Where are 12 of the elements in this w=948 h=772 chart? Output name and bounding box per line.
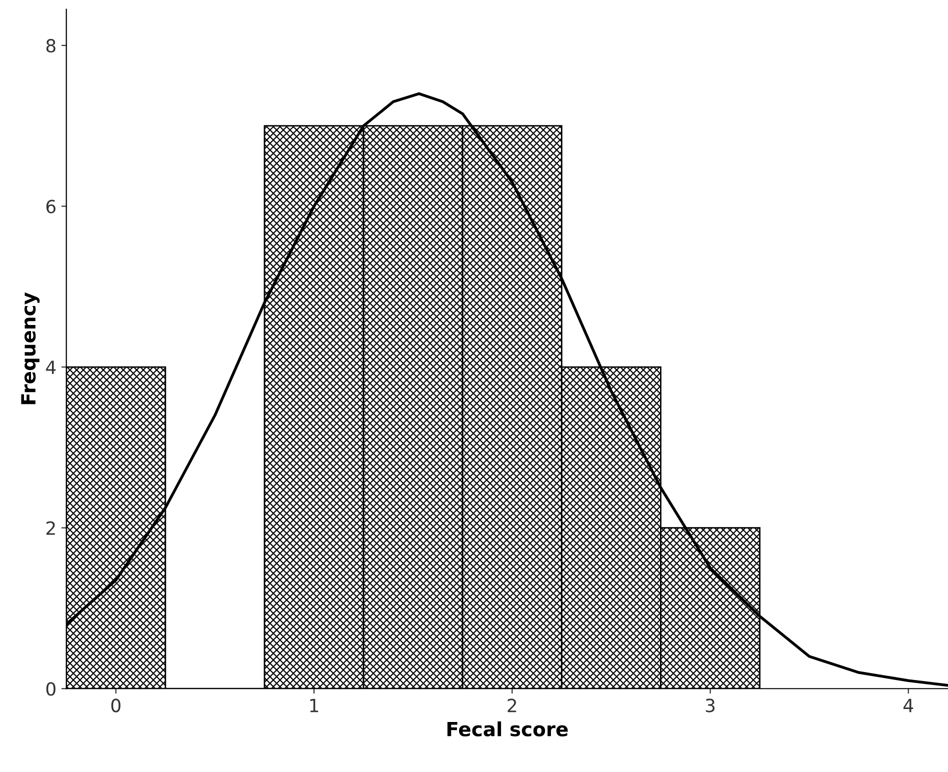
x-tick-label: 3 xyxy=(706,698,715,712)
x-tick-label: 0 xyxy=(111,698,120,712)
x-tick-label: 4 xyxy=(904,698,914,712)
y-tick-label: 6 xyxy=(46,200,56,214)
x-axis-title: Fecal score xyxy=(447,721,568,736)
y-tick-label: 2 xyxy=(46,521,55,535)
x-tick-label: 2 xyxy=(508,698,516,712)
y-tick-label: 8 xyxy=(46,38,56,53)
y-tick-label: 0 xyxy=(46,682,56,696)
y-axis-title: Frequency xyxy=(21,292,40,404)
y-tick-label: 4 xyxy=(46,360,56,374)
x-tick-label: 1 xyxy=(310,698,318,712)
